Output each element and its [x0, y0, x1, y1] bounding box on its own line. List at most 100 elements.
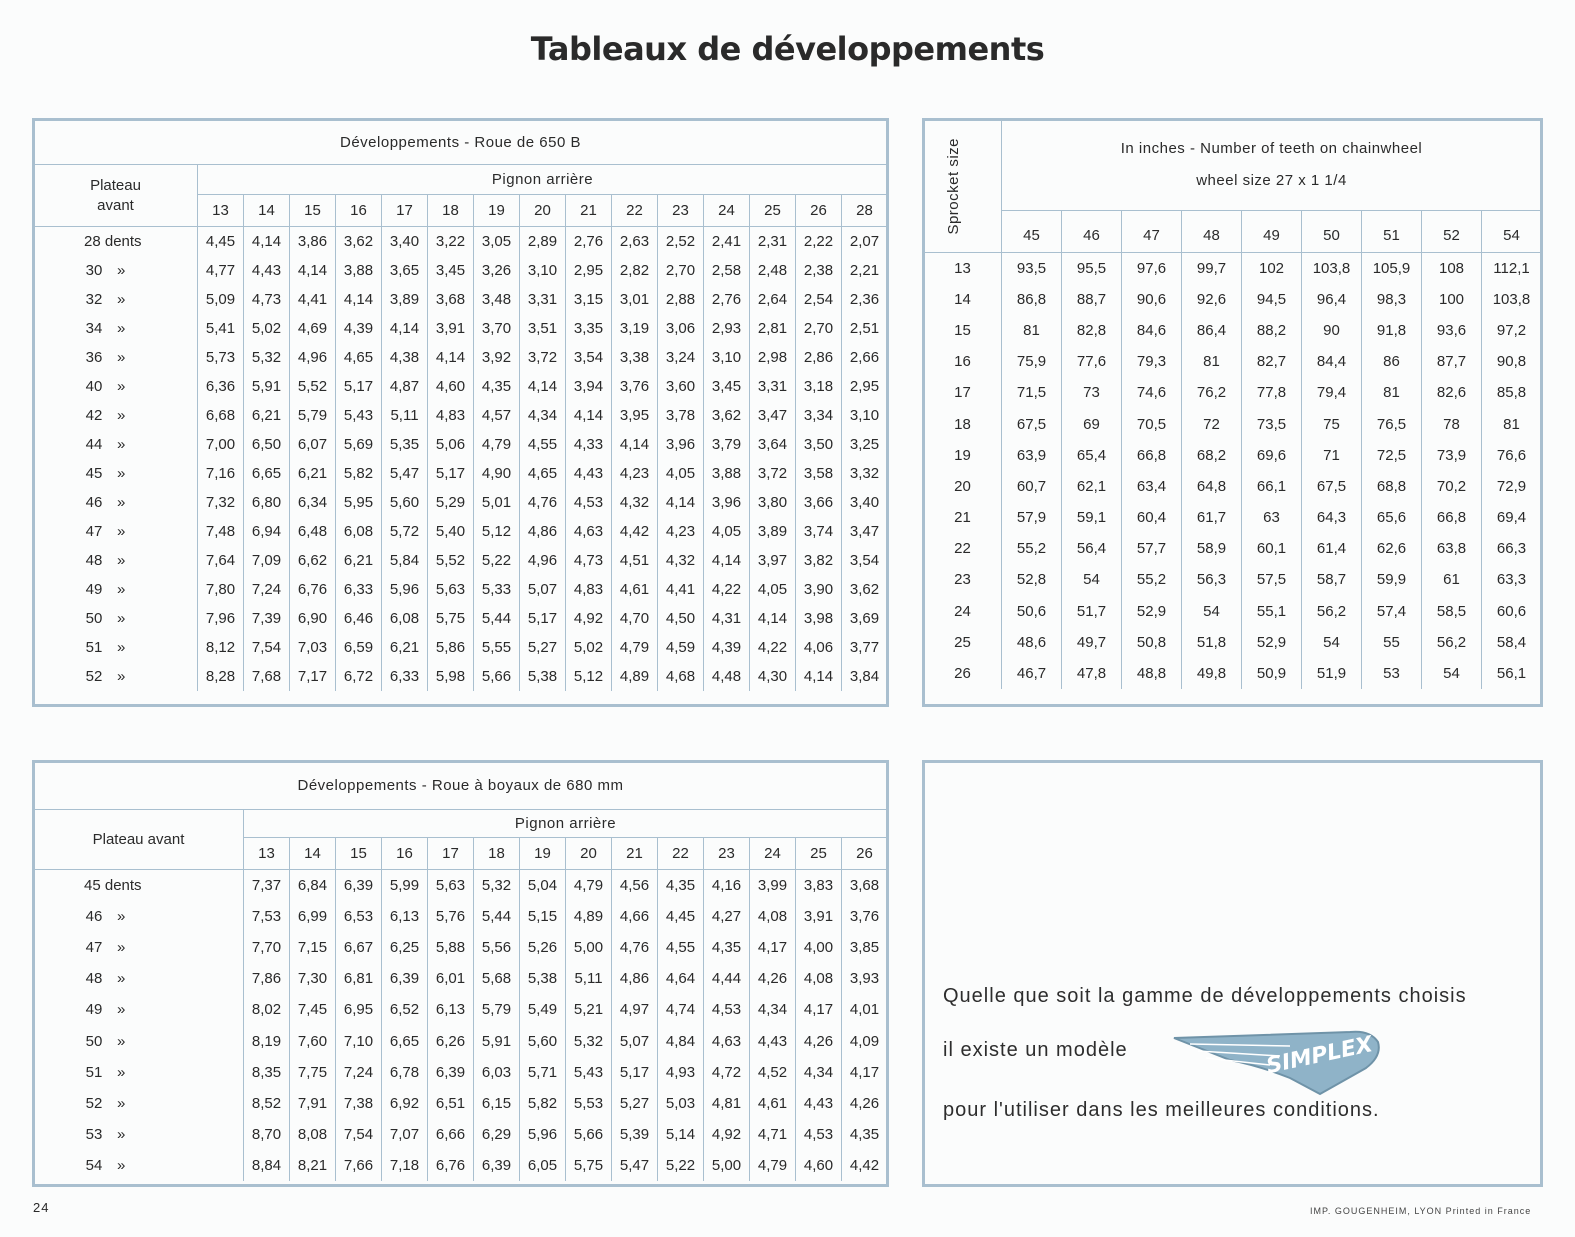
table-cell: 4,14: [243, 226, 290, 256]
ditto-mark: »: [117, 348, 126, 366]
row-label: 50 »: [33, 603, 198, 633]
table-cell: 63,8: [1421, 533, 1482, 565]
table-cell: 96,4: [1301, 283, 1362, 315]
ditto-mark: »: [117, 1032, 126, 1050]
table-row: 46» 7,53 6,99 6,53 6,13 5,76 5,44 5,15 4,89 4,66 4…: [33, 900, 888, 932]
table-row: 52» 8,28 7,68 7,17 6,72 6,33 5,98 5,66 5,38 5,12 4…: [33, 661, 888, 691]
ditto-mark: »: [117, 261, 126, 279]
table-cell: 5,14: [657, 1119, 704, 1151]
table-cell: 4,43: [795, 1087, 842, 1119]
column-group-header: Pignon arrière: [243, 809, 888, 838]
table-cell: 75: [1301, 408, 1362, 440]
row-label: 50 »: [33, 1025, 244, 1057]
table-cell: 4,35: [841, 1119, 888, 1151]
row-label-text: 53: [85, 1126, 103, 1144]
table-cell: 4,05: [749, 574, 796, 604]
table-cell: 7,16: [197, 458, 244, 488]
table-cell: 56,1: [1481, 657, 1542, 690]
table-cell: 76,2: [1181, 377, 1242, 409]
table-cell: 5,79: [473, 994, 520, 1026]
table-cell: 4,57: [473, 400, 520, 430]
table-cell: 2,58: [703, 255, 750, 285]
table-cell: 4,65: [519, 458, 566, 488]
ditto-mark: »: [117, 609, 126, 627]
table-cell: 50,6: [1001, 595, 1062, 627]
table-row: 20 60,7 62,1 63,4 64,8 66,1 67,5 68,8 70,2 72,9: [923, 470, 1542, 502]
table-cell: 3,26: [473, 255, 520, 285]
ditto-mark: »: [117, 435, 126, 453]
ditto-mark: »: [117, 667, 126, 685]
table-cell: 7,68: [243, 661, 290, 691]
table-cell: 3,72: [749, 458, 796, 488]
table-cell: 6,68: [197, 400, 244, 430]
table-cell: 66,1: [1241, 470, 1302, 502]
table-cell: 7,09: [243, 545, 290, 575]
row-label: 34 »: [33, 313, 198, 343]
table-cell: 4,92: [565, 603, 612, 633]
table-cell: 3,94: [565, 371, 612, 401]
table-cell: 2,31: [749, 226, 796, 256]
table-650b: Développements - Roue de 650 B Plateau av…: [33, 119, 888, 691]
row-label-text: 34: [85, 319, 103, 337]
table-cell: 3,06: [657, 313, 704, 343]
column-header: 17: [427, 837, 474, 870]
table-cell: 58,7: [1301, 564, 1362, 596]
table-cell: 103,8: [1481, 283, 1542, 315]
table-row: 13 93,5 95,5 97,6 99,7 102 103,8 105,9 108 112,1: [923, 252, 1542, 284]
table-row: 51» 8,35 7,75 7,24 6,78 6,39 6,03 5,71 5,43 5,17 4…: [33, 1056, 888, 1088]
table-cell: 81: [1001, 314, 1062, 347]
table-row: 34» 5,41 5,02 4,69 4,39 4,14 3,91 3,70 3,51 3,35 3…: [33, 313, 888, 343]
table-cell: 7,37: [243, 869, 290, 901]
table-cell: 3,91: [795, 900, 842, 932]
table-cell: 60,1: [1241, 533, 1302, 565]
table-cell: 5,84: [381, 545, 428, 575]
table-cell: 4,06: [795, 632, 842, 662]
table-cell: 77,6: [1061, 346, 1122, 378]
table-cell: 4,16: [703, 869, 750, 901]
table-cell: 5,88: [427, 931, 474, 964]
table-cell: 6,46: [335, 603, 382, 633]
table-cell: 5,98: [427, 661, 474, 691]
ditto-mark: »: [117, 406, 126, 424]
table-cell: 56,2: [1301, 595, 1362, 627]
table-cell: 3,86: [289, 226, 336, 256]
table-cell: 6,67: [335, 931, 382, 964]
table-row: 32» 5,09 4,73 4,41 4,14 3,89 3,68 3,48 3,31 3,15 3…: [33, 284, 888, 314]
table-cell: 4,22: [703, 574, 750, 604]
table-cell: 4,26: [841, 1087, 888, 1119]
table-cell: 3,24: [657, 342, 704, 372]
table-cell: 5,40: [427, 516, 474, 546]
table-cell: 102: [1241, 252, 1302, 284]
table-cell: 59,1: [1061, 502, 1122, 534]
row-label: 19: [923, 439, 1002, 471]
table-cell: 6,21: [381, 632, 428, 662]
table-cell: 4,35: [657, 869, 704, 901]
caption-line-1: In inches - Number of teeth on chainwhee…: [1120, 140, 1423, 157]
table-cell: 4,64: [657, 963, 704, 995]
table-cell: 59,9: [1361, 564, 1422, 596]
table-cell: 73,9: [1421, 439, 1482, 471]
table-cell: 68,2: [1181, 439, 1242, 471]
column-header: 25: [795, 837, 842, 870]
table-cell: 4,23: [657, 516, 704, 546]
table-cell: 7,10: [335, 1025, 382, 1057]
row-label: 54 »: [33, 1150, 244, 1182]
row-label: 49 »: [33, 994, 244, 1026]
table-cell: 5,11: [381, 400, 428, 430]
table-cell: 3,40: [381, 226, 428, 256]
table-cell: 81: [1481, 408, 1542, 440]
column-header: 45: [1001, 210, 1062, 253]
table-cell: 4,45: [197, 226, 244, 256]
table-cell: 4,42: [841, 1150, 888, 1182]
row-label: 18: [923, 408, 1002, 440]
table-cell: 7,80: [197, 574, 244, 604]
table-cell: 4,92: [703, 1119, 750, 1151]
table-cell: 5,66: [565, 1119, 612, 1151]
table-cell: 5,39: [611, 1119, 658, 1151]
table-cell: 4,86: [611, 963, 658, 995]
table-cell: 2,70: [657, 255, 704, 285]
row-label: 20: [923, 470, 1002, 502]
table-cell: 4,74: [657, 994, 704, 1026]
row-label-text: 46: [85, 493, 103, 511]
row-label: 52 »: [33, 1087, 244, 1119]
